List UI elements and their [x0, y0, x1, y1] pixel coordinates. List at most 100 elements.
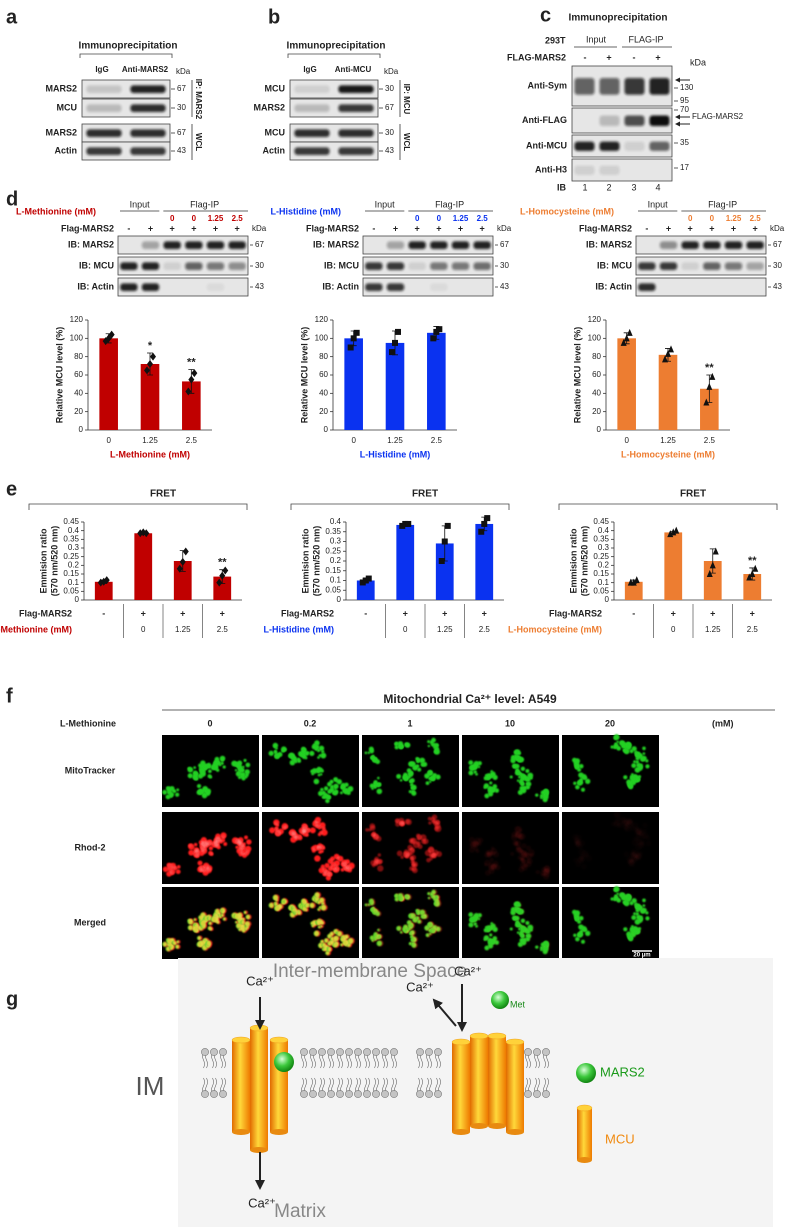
- blot-band: [338, 129, 374, 137]
- legend-label: MCU: [605, 1131, 635, 1146]
- green-signal: [300, 746, 306, 752]
- green-signal: [636, 753, 640, 757]
- green-signal: [404, 742, 409, 747]
- red-signal: [519, 924, 524, 928]
- y-tick-label: 0.15: [63, 569, 79, 578]
- green-signal: [616, 892, 619, 896]
- bar: [94, 581, 113, 600]
- red-signal: [327, 940, 334, 947]
- red-signal: [238, 927, 243, 932]
- mcu-bottom: [577, 1157, 592, 1163]
- red-signal: [235, 845, 239, 849]
- green-signal: [193, 766, 197, 769]
- x-tick-label: 1.25: [660, 436, 676, 445]
- lipid-head: [363, 1090, 371, 1098]
- blot-band: [130, 129, 166, 137]
- y-tick-label: 0.1: [68, 578, 80, 587]
- size-marker: 67: [177, 84, 186, 93]
- lipid-head: [524, 1048, 532, 1056]
- blot-frame: [81, 79, 171, 99]
- red-signal: [297, 910, 303, 916]
- dose-label: 1.25: [208, 214, 224, 223]
- row-label: IB: Actin: [595, 281, 632, 291]
- y-tick-label: 0.25: [593, 552, 609, 561]
- red-signal: [431, 894, 436, 899]
- blot-band: [365, 283, 383, 291]
- flag-sign: +: [170, 223, 175, 233]
- red-signal: [488, 926, 493, 931]
- data-point: [143, 529, 150, 538]
- size-marker: 67: [385, 103, 394, 112]
- green-signal: [407, 775, 411, 779]
- blot-band: [746, 262, 764, 270]
- met-label: Met: [510, 999, 526, 1009]
- red-signal: [176, 940, 181, 944]
- y-tick-label: 0: [75, 595, 80, 604]
- green-signal: [234, 769, 238, 772]
- blot-band: [624, 115, 645, 126]
- red-signal: [396, 925, 403, 932]
- green-signal: [574, 910, 581, 916]
- green-signal: [368, 746, 374, 752]
- red-signal: [337, 855, 344, 862]
- red-signal: [192, 925, 200, 933]
- blot-band: [724, 262, 743, 270]
- dose-label: 1.25: [726, 214, 742, 223]
- red-signal: [166, 938, 174, 945]
- mcu-bottom: [470, 1123, 488, 1129]
- red-signal: [400, 930, 404, 934]
- green-signal: [642, 904, 646, 907]
- bar: [703, 561, 722, 600]
- flag-sign: +: [750, 608, 755, 618]
- red-signal: [316, 845, 320, 849]
- blot-frame: [362, 256, 494, 276]
- size-marker: 43: [500, 282, 509, 291]
- lipid-head: [318, 1048, 326, 1056]
- blot-band: [338, 104, 374, 112]
- red-signal: [630, 933, 634, 937]
- x-tick-label: 2.5: [747, 625, 759, 634]
- data-point: [365, 575, 372, 582]
- flag-label: Flag-MARS2: [61, 223, 114, 233]
- green-signal: [573, 933, 577, 937]
- red-signal: [519, 849, 524, 853]
- red-signal: [221, 834, 226, 839]
- red-signal: [490, 864, 497, 871]
- red-signal: [484, 937, 488, 942]
- red-signal: [244, 910, 248, 915]
- red-signal: [340, 936, 346, 943]
- legend-mars2: [576, 1063, 596, 1083]
- data-point: [630, 578, 637, 586]
- flag-sign: +: [709, 223, 714, 233]
- red-signal: [407, 851, 413, 857]
- row-label: IB: MARS2: [586, 239, 632, 249]
- red-signal: [311, 848, 316, 853]
- x-axis-label: L-Homocysteine (mM): [621, 449, 715, 459]
- blot-band: [599, 141, 620, 151]
- mcu-bottom: [506, 1129, 524, 1135]
- red-signal: [630, 901, 635, 906]
- green-signal: [342, 788, 348, 794]
- row-label: Anti-H3: [535, 164, 567, 174]
- green-signal: [642, 746, 646, 751]
- red-signal: [244, 835, 248, 840]
- red-signal: [510, 852, 515, 856]
- y-tick-label: 60: [319, 370, 328, 379]
- lipid-head: [327, 1048, 335, 1056]
- green-signal: [623, 775, 628, 780]
- mcu-top: [451, 1038, 471, 1046]
- red-signal: [472, 840, 479, 848]
- green-signal: [377, 776, 380, 780]
- red-signal: [586, 855, 592, 861]
- red-signal: [640, 840, 645, 845]
- green-signal: [580, 925, 587, 932]
- red-signal: [489, 932, 494, 937]
- green-signal: [578, 764, 584, 769]
- red-signal: [646, 841, 651, 846]
- green-signal: [574, 758, 581, 764]
- row-label: IB: Actin: [77, 281, 114, 291]
- flag-label: Flag-MARS2: [549, 608, 602, 618]
- green-signal: [468, 760, 474, 766]
- green-signal: [633, 760, 637, 764]
- lipid-head: [201, 1048, 209, 1056]
